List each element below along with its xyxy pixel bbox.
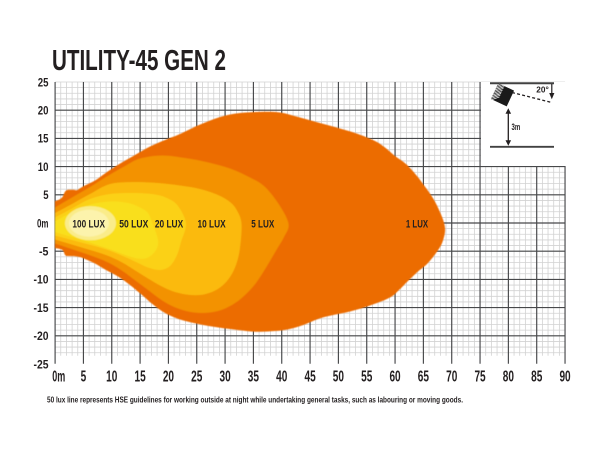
svg-text:20: 20	[163, 369, 174, 386]
svg-text:-5: -5	[39, 245, 49, 259]
svg-text:0m: 0m	[52, 369, 65, 386]
svg-text:70: 70	[446, 369, 457, 386]
svg-text:35: 35	[248, 369, 259, 386]
svg-text:1 LUX: 1 LUX	[406, 219, 429, 231]
svg-text:10: 10	[106, 369, 117, 386]
svg-text:-20: -20	[34, 329, 49, 343]
svg-text:50 LUX: 50 LUX	[119, 219, 149, 231]
svg-text:30: 30	[219, 369, 230, 386]
svg-text:0m: 0m	[37, 216, 49, 230]
svg-text:-10: -10	[34, 273, 49, 287]
svg-text:100 LUX: 100 LUX	[72, 219, 105, 231]
svg-text:20°: 20°	[536, 84, 549, 94]
svg-text:UTILITY-45 GEN 2: UTILITY-45 GEN 2	[52, 45, 226, 77]
svg-text:80: 80	[503, 369, 514, 386]
svg-text:5: 5	[43, 188, 49, 202]
svg-text:5 LUX: 5 LUX	[251, 219, 275, 231]
svg-text:-15: -15	[34, 301, 49, 315]
svg-text:10: 10	[38, 160, 49, 174]
svg-text:45: 45	[304, 369, 315, 386]
svg-text:15: 15	[38, 132, 49, 146]
svg-text:55: 55	[361, 369, 372, 386]
svg-text:65: 65	[418, 369, 429, 386]
svg-text:40: 40	[276, 369, 287, 386]
svg-text:25: 25	[191, 369, 202, 386]
svg-text:50 lux line represents HSE gui: 50 lux line represents HSE guidelines fo…	[47, 396, 463, 405]
svg-text:75: 75	[474, 369, 485, 386]
svg-text:50: 50	[333, 369, 344, 386]
svg-text:-25: -25	[34, 357, 49, 371]
svg-text:5: 5	[81, 369, 87, 386]
svg-text:60: 60	[389, 369, 400, 386]
svg-text:10 LUX: 10 LUX	[198, 219, 227, 231]
svg-text:15: 15	[134, 369, 145, 386]
svg-text:3m: 3m	[512, 122, 521, 132]
svg-text:20: 20	[38, 104, 49, 118]
svg-text:85: 85	[531, 369, 542, 386]
svg-text:90: 90	[559, 369, 570, 386]
svg-text:25: 25	[38, 75, 49, 89]
svg-text:20 LUX: 20 LUX	[155, 219, 184, 231]
